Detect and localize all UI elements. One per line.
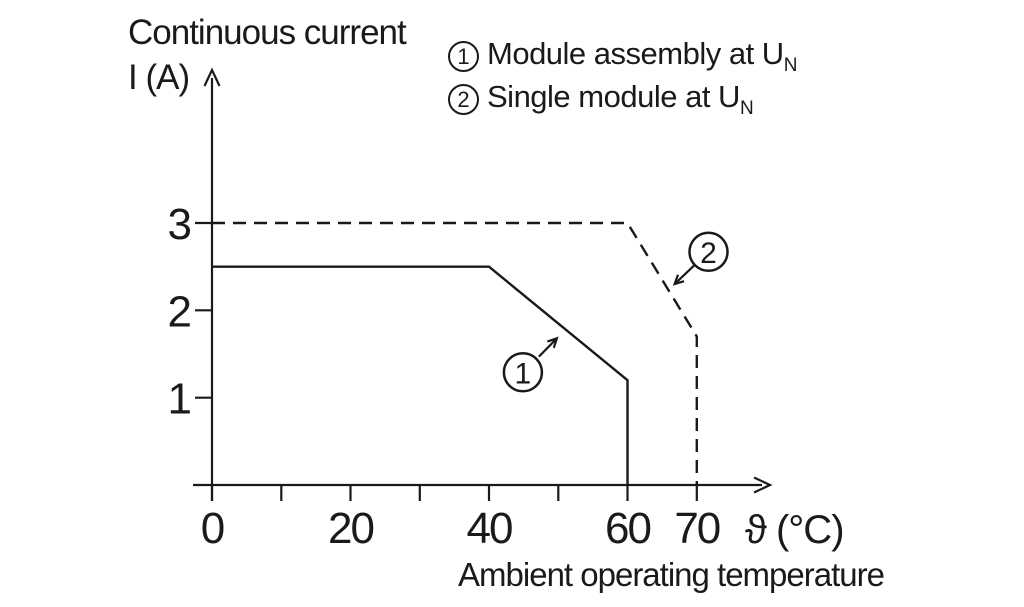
legend-marker-circle: 1 — [448, 41, 479, 72]
series-1-line — [212, 265, 629, 485]
series-2-line — [212, 221, 698, 485]
x-tick-label: 20 — [328, 504, 373, 553]
callout-1-circle — [502, 352, 544, 393]
x-axis-caption: Ambient operating temperature — [458, 556, 884, 593]
x-axis-arrow-icon — [753, 476, 773, 494]
x-tick-label: 60 — [605, 504, 650, 553]
legend-item-text: Single module at U — [487, 78, 740, 114]
legend-marker-number: 2 — [457, 86, 470, 112]
callout-2-circle — [688, 231, 729, 273]
legend-item-label: Module assembly at UN — [487, 36, 797, 77]
x-tick-label: 70 — [674, 504, 719, 553]
y-tick-label: 1 — [168, 375, 191, 424]
legend: 1 Module assembly at UN 2 Single module … — [448, 35, 797, 121]
legend-item-text: Module assembly at U — [487, 35, 784, 71]
callout-2-arrowhead-icon — [672, 274, 685, 286]
x-tick-label: 0 — [201, 504, 224, 553]
legend-item-label: Single module at UN — [487, 79, 754, 120]
legend-item: 2 Single module at UN — [448, 78, 797, 121]
legend-marker-circle: 2 — [448, 84, 479, 115]
y-tick-label: 3 — [168, 200, 191, 249]
callout-2-arrow — [673, 264, 696, 285]
y-axis-title-line1: Continuous current — [128, 13, 407, 52]
legend-item: 1 Module assembly at UN — [448, 35, 797, 78]
y-axis-unit: I (A) — [128, 58, 190, 97]
callout-2-label: 2 — [700, 237, 717, 270]
legend-item-subscript: N — [783, 55, 798, 77]
callout-1-arrow — [538, 337, 558, 358]
chart-dynamic-content: 0 20 40 60 70 1 2 3 ϑ (°C) Ambient operating temp… — [168, 200, 885, 593]
y-tick-label: 2 — [168, 287, 191, 336]
legend-marker-number: 1 — [457, 43, 470, 69]
y-axis-arrow-icon — [203, 67, 221, 87]
x-axis-unit-label: ϑ (°C) — [745, 508, 844, 552]
callout-1-arrowhead-icon — [547, 336, 559, 349]
legend-item-subscript: N — [739, 98, 754, 120]
callout-1-label: 1 — [515, 357, 532, 390]
x-tick-label: 40 — [467, 504, 512, 553]
y-axis-title: Continuous current I (A) — [128, 10, 407, 100]
